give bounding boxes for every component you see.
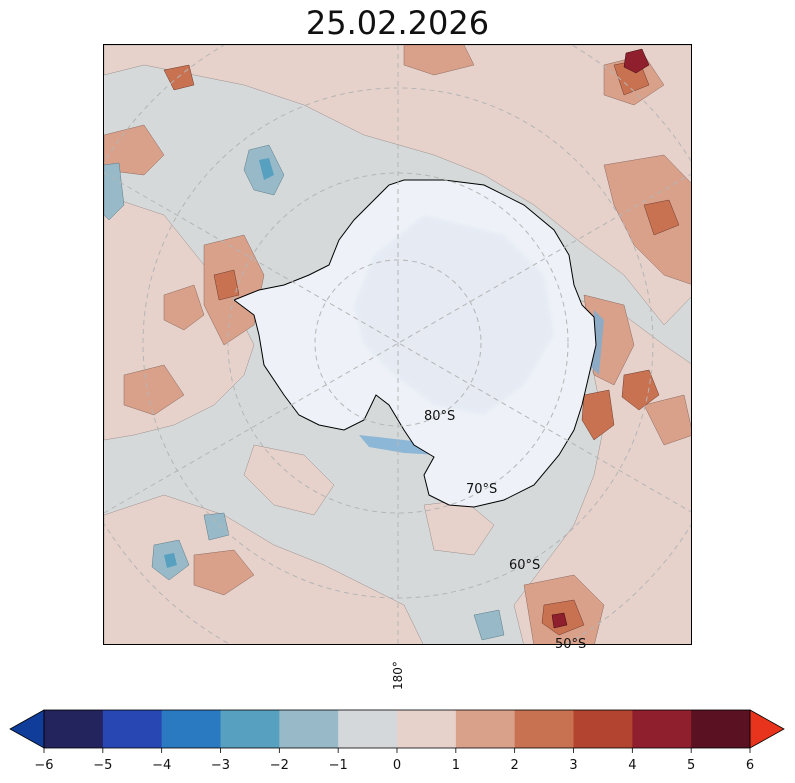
- colorbar-tick-label: 4: [628, 758, 637, 773]
- colorbar-tick-label: 2: [510, 758, 519, 773]
- colorbar-segment: [220, 710, 280, 748]
- anomaly-warm-extreme: [551, 48, 650, 629]
- colorbar-segment: [632, 710, 692, 748]
- map-title: 25.02.2026: [305, 4, 490, 42]
- anomaly-map-canvas: [104, 45, 691, 644]
- colorbar-segments: [44, 710, 751, 748]
- lon-label-180: 180°: [391, 661, 405, 690]
- anomaly-cool-strong: [164, 158, 274, 568]
- colorbar-segment: [691, 710, 751, 748]
- colorbar-tick-label: 5: [687, 758, 696, 773]
- colorbar-segment: [455, 710, 516, 748]
- colorbar-extend-high: [749, 709, 785, 749]
- polar-map: [103, 44, 692, 645]
- anomaly-warm-medium: [104, 45, 691, 644]
- colorbar-segment: [514, 710, 574, 748]
- colorbar-segment: [102, 710, 163, 748]
- lat-label-60s: 60°S: [509, 558, 541, 573]
- ice-shelf-shading: [354, 215, 554, 415]
- colorbar-segment: [338, 710, 398, 748]
- colorbar-tick-label: 6: [745, 758, 755, 773]
- colorbar-tick-label: 3: [569, 758, 578, 773]
- lat-label-80s: 80°S: [424, 409, 456, 424]
- colorbar-tick-label: −6: [34, 758, 54, 773]
- colorbar-extend-low: [9, 709, 45, 749]
- colorbar-segment: [161, 710, 221, 748]
- graticule: [104, 45, 691, 644]
- colorbar-segment: [573, 710, 633, 748]
- colorbar-tick-label: −5: [93, 758, 113, 773]
- colorbar-tick-label: −4: [152, 758, 172, 773]
- lat-label-70s: 70°S: [466, 482, 498, 497]
- colorbar-tick-label: 0: [392, 758, 402, 773]
- colorbar-tick-label: −2: [269, 758, 289, 773]
- colorbar-ticks: [43, 748, 751, 753]
- colorbar-segment: [279, 710, 339, 748]
- colorbar-tick-label: 1: [451, 758, 460, 773]
- colorbar: [9, 709, 785, 753]
- colorbar-segment: [397, 710, 457, 748]
- colorbar-tick-label: −3: [210, 758, 231, 773]
- colorbar-segment: [44, 710, 104, 748]
- colorbar-tick-label: −1: [328, 758, 348, 773]
- lat-label-50s: 50°S: [555, 637, 587, 652]
